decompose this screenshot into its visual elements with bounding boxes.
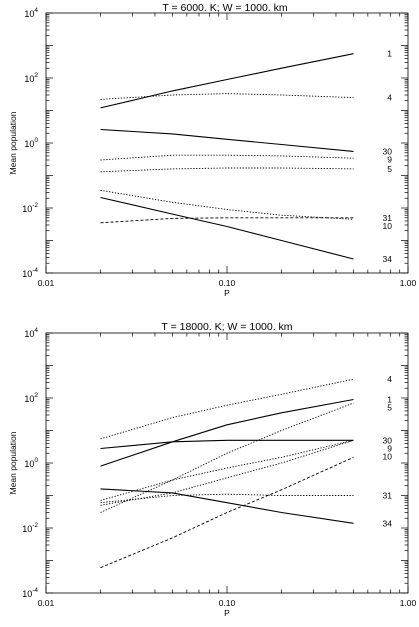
series-label-30: 30	[383, 146, 393, 156]
series-line-4	[100, 378, 354, 440]
series-line-30	[100, 439, 354, 450]
series-line-5	[100, 402, 354, 513]
y-axis-label-1: Mean population	[8, 111, 18, 174]
tick-marks-2	[45, 332, 409, 594]
series-line-9	[100, 439, 354, 501]
series-line-34	[100, 488, 354, 524]
series-label-4: 4	[387, 374, 392, 384]
series-label-31: 31	[383, 491, 393, 501]
series-line-9	[100, 154, 354, 161]
plot-frame-1	[45, 12, 409, 274]
chart-title-2: T = 18000. K; W = 1000. km	[161, 321, 292, 333]
tick-marks-1	[45, 12, 409, 274]
series-label-5: 5	[387, 164, 392, 174]
y-tick-label: 10-4	[22, 267, 38, 279]
series-label-9: 9	[387, 443, 392, 453]
plot-frame-2	[45, 332, 409, 594]
series-label-10: 10	[383, 451, 393, 461]
x-tick-label: 1.00	[400, 598, 417, 608]
y-tick-label: 100	[24, 457, 38, 469]
y-tick-label: 104	[24, 7, 38, 19]
series-label-34: 34	[383, 518, 393, 528]
series-label-34: 34	[383, 254, 393, 264]
y-tick-label: 100	[24, 137, 38, 149]
series-line-1	[100, 53, 354, 109]
series-label-30: 30	[383, 435, 393, 445]
series-line-1	[100, 398, 354, 467]
series-label-1: 1	[387, 49, 392, 59]
series-line-30	[100, 128, 354, 152]
x-axis-label-2: P	[224, 608, 230, 618]
series-label-5: 5	[387, 402, 392, 412]
series-label-4: 4	[387, 93, 392, 103]
x-axis-label-1: P	[224, 288, 230, 298]
x-tick-label: 0.10	[219, 598, 236, 608]
x-tick-labels-1: 0.01 0.10 1.00	[38, 278, 417, 288]
series-lines-1	[100, 53, 354, 260]
chart-title-1: T = 6000. K; W = 1000. km	[162, 2, 288, 14]
series-line-31	[100, 217, 354, 224]
series-line-unlabeled	[100, 456, 354, 569]
series-line-5	[100, 167, 354, 173]
y-tick-label: 10-2	[22, 202, 38, 214]
x-tick-label: 1.00	[400, 278, 417, 288]
y-tick-labels-1: 10-4 10-2 100 102 104	[22, 7, 38, 279]
x-tick-label: 0.01	[38, 278, 55, 288]
chart-panel-1: T = 6000. K; W = 1000. km 10-4 10-2 100 102…	[8, 2, 417, 298]
y-tick-label: 10-2	[22, 522, 38, 534]
y-axis-label-2: Mean population	[8, 431, 18, 494]
series-line-34	[100, 196, 354, 260]
y-tick-label: 102	[24, 72, 38, 84]
series-label-9: 9	[387, 154, 392, 164]
y-tick-label: 102	[24, 392, 38, 404]
y-tick-label: 10-4	[22, 587, 38, 599]
chart-panel-2: T = 18000. K; W = 1000. km 10-410-210010…	[8, 321, 417, 618]
series-label-1: 1	[387, 394, 392, 404]
y-tick-label: 104	[24, 327, 38, 339]
series-label-31: 31	[383, 213, 393, 223]
x-tick-label: 0.01	[38, 598, 55, 608]
y-tick-labels-2: 10-4 10-2 100 102 104	[22, 327, 38, 599]
x-tick-label: 0.10	[219, 278, 236, 288]
series-label-10: 10	[383, 221, 393, 231]
series-line-10	[100, 189, 354, 220]
series-lines-2	[100, 378, 354, 569]
x-tick-labels-2: 0.01 0.10 1.00	[38, 598, 417, 608]
